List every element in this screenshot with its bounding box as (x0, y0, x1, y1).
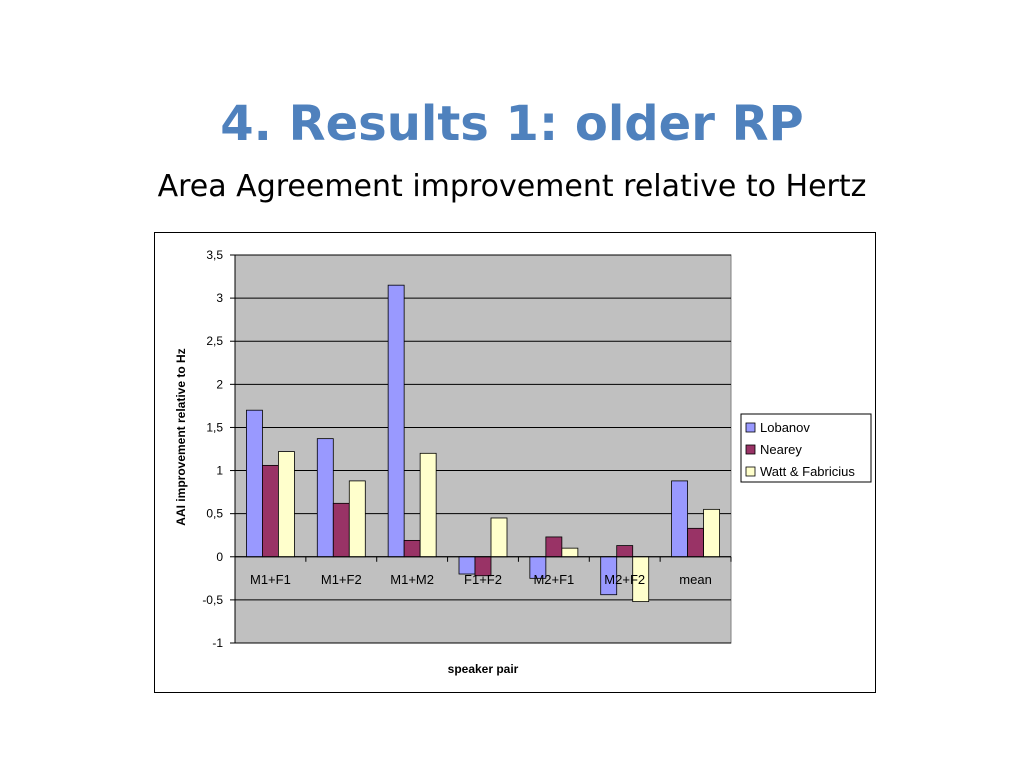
x-tick-label: M1+F1 (250, 572, 291, 587)
bar (348, 480, 366, 558)
y-tick-label: 1 (216, 464, 223, 478)
x-tick-label: F1+F2 (464, 572, 502, 587)
chart-frame: 3,5 3 2,5 2 1,5 1 0,5 0 -0,5 -1 M1+F1 M1+F2 M1+M2 F1+… (154, 232, 876, 693)
bar (278, 451, 295, 558)
y-tick-label: 3,5 (206, 248, 223, 262)
y-tick-label: -0,5 (202, 593, 223, 607)
bar (616, 545, 634, 558)
y-tick-label: 2 (216, 377, 223, 391)
bar (387, 284, 405, 558)
bar (490, 517, 508, 558)
legend (740, 413, 872, 483)
x-tick-label: mean (679, 572, 712, 587)
bar (545, 536, 563, 558)
bar (332, 502, 350, 558)
slide-title: 4. Results 1: older RP (220, 96, 804, 152)
bar (703, 508, 720, 558)
x-tick-label: M2+F1 (533, 572, 574, 587)
legend-label: Watt & Fabricius (760, 464, 855, 479)
bar (561, 547, 579, 558)
x-tick-label: M2+F2 (604, 572, 645, 587)
slide-subtitle: Area Agreement improvement relative to H… (157, 169, 867, 204)
legend-swatch (745, 444, 756, 455)
legend-swatch (745, 422, 756, 433)
bar (403, 539, 421, 558)
y-tick-label: 0,5 (206, 507, 223, 521)
bar (419, 452, 437, 558)
bar (316, 438, 334, 558)
y-tick-label: -1 (212, 636, 223, 650)
bar (246, 409, 263, 558)
bar-chart: 3,5 3 2,5 2 1,5 1 0,5 0 -0,5 -1 M1+F1 M1+F2 M1+M2 F1+… (174, 248, 872, 676)
legend-swatch (745, 466, 756, 477)
y-axis-title: AAI improvement relative to Hz (174, 348, 188, 525)
legend-label: Nearey (760, 442, 802, 457)
y-tick-label: 1,5 (206, 420, 223, 434)
x-tick-label: M1+F2 (321, 572, 362, 587)
x-axis-title: speaker pair (448, 662, 519, 676)
bar (671, 480, 688, 558)
bar (687, 527, 704, 558)
y-tick-label: 0 (216, 550, 223, 564)
legend-label: Lobanov (760, 420, 810, 435)
y-tick-label: 2,5 (206, 334, 223, 348)
y-tick-label: 3 (216, 291, 223, 305)
x-tick-label: M1+M2 (390, 572, 434, 587)
bar (262, 464, 279, 558)
